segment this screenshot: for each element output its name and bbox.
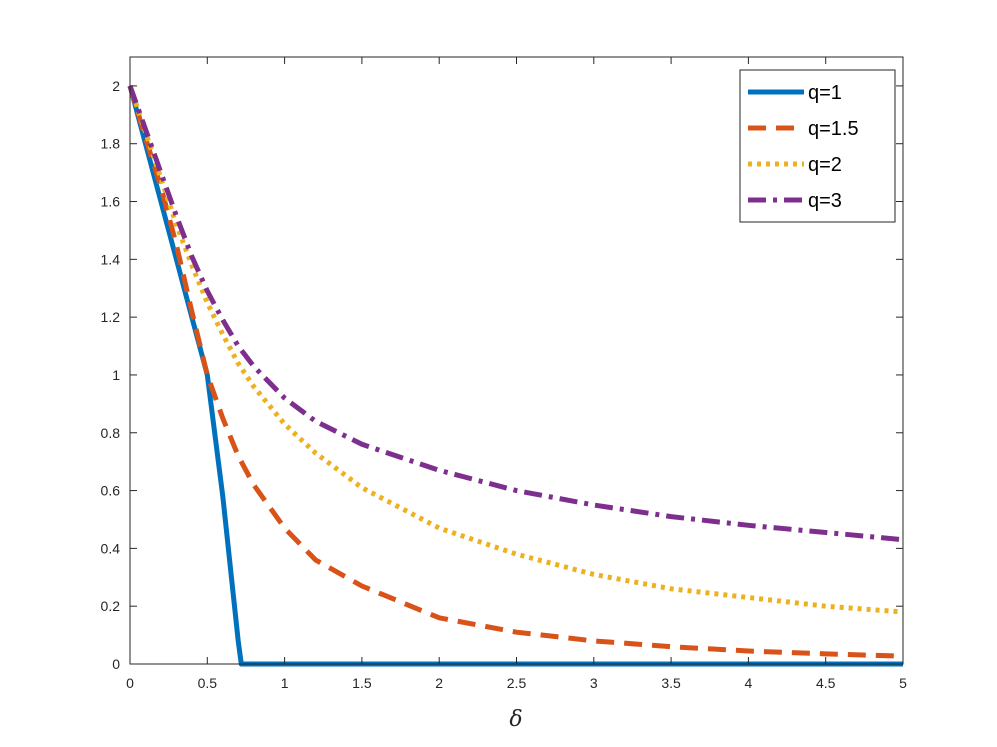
x-tick-label: 2.5 [507,675,527,691]
ticks-layer: 0 0.5 1 1.5 2 2.5 3 3.5 4 4.5 5 0 0.2 0.4 0.6 0.8 1 1.2 1.… [101,57,907,691]
legend-label: q=2 [808,154,842,176]
y-tick-label: 0 [112,656,120,672]
y-tick-label: 0.6 [101,483,121,499]
y-tick-label: 1.6 [101,194,121,210]
legend-label: q=1.5 [808,118,859,140]
y-tick-label: 0.8 [101,425,121,441]
series-line-4 [127,85,904,543]
y-tick-label: 0.2 [101,598,121,614]
x-tick-label: 3 [590,675,598,691]
x-tick-label: 2 [435,675,443,691]
plot-frame [129,56,904,665]
x-tick-label: 4.5 [816,675,836,691]
x-tick-label: 1.5 [352,675,372,691]
x-tick-label: 1 [281,675,289,691]
legend-box [739,69,896,223]
x-tick-label: 4 [745,675,753,691]
x-tick-label: 0.5 [198,675,218,691]
y-tick-label: 1.2 [101,309,121,325]
series-line-3 [127,85,904,615]
y-tick-label: 1.4 [101,251,121,267]
y-tick-label: 1 [112,367,120,383]
y-tick-label: 1.8 [101,136,121,152]
x-tick-label: 0 [126,675,134,691]
legend-label: q=1 [808,82,842,104]
x-axis-label: δ [509,707,522,732]
x-tick-label: 5 [899,675,907,691]
x-tick-label: 3.5 [661,675,681,691]
legend-label: q=3 [808,190,842,212]
legend: q=1 q=1.5 q=2 q=3 [739,69,896,223]
y-tick-label: 2 [112,78,120,94]
y-tick-label: 0.4 [101,540,121,556]
